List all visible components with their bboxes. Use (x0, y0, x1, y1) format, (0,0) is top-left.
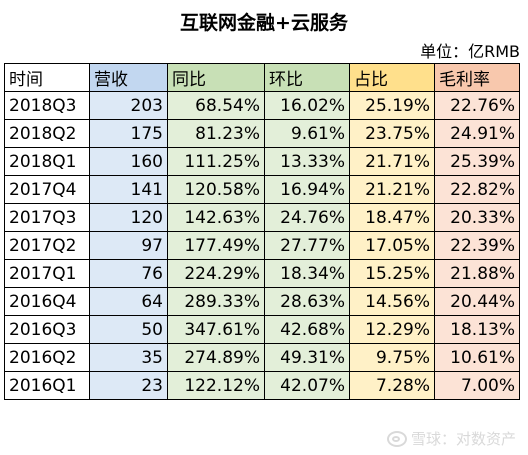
cell-share: 21.71% (349, 147, 435, 176)
cell-share: 12.29% (349, 315, 435, 344)
cell-revenue: 175 (89, 119, 168, 148)
cell-qoq: 16.02% (264, 91, 350, 120)
header-qoq: 环比 (264, 63, 350, 92)
table-row: 2017Q4 141 120.58% 16.94% 21.21% 22.82% (4, 175, 520, 204)
table-body: 2018Q3 203 68.54% 16.02% 25.19% 22.76% 2018Q2 1… (4, 91, 520, 400)
cell-yoy: 142.63% (167, 203, 265, 232)
cell-margin: 20.33% (434, 203, 520, 232)
cell-margin: 20.44% (434, 287, 520, 316)
table-row: 2017Q3 120 142.63% 24.76% 18.47% 20.33% (4, 203, 520, 232)
cell-yoy: 122.12% (167, 371, 265, 400)
cell-yoy: 347.61% (167, 315, 265, 344)
watermark-text: 雪球：对数资产 (410, 430, 516, 448)
cell-qoq: 49.31% (264, 343, 350, 372)
cell-yoy: 111.25% (167, 147, 265, 176)
cell-time: 2017Q3 (4, 203, 90, 232)
cell-time: 2016Q2 (4, 343, 90, 372)
cell-margin: 22.82% (434, 175, 520, 204)
cell-time: 2016Q4 (4, 287, 90, 316)
table-row: 2016Q4 64 289.33% 28.63% 14.56% 20.44% (4, 287, 520, 316)
table-row: 2017Q1 76 224.29% 18.34% 15.25% 21.88% (4, 259, 520, 288)
table-row: 2017Q2 97 177.49% 27.77% 17.05% 22.39% (4, 231, 520, 260)
cell-revenue: 160 (89, 147, 168, 176)
cell-time: 2016Q3 (4, 315, 90, 344)
cell-revenue: 97 (89, 231, 168, 260)
cell-margin: 24.91% (434, 119, 520, 148)
watermark: 雪球：对数资产 (386, 428, 516, 449)
cell-qoq: 42.68% (264, 315, 350, 344)
cell-share: 21.21% (349, 175, 435, 204)
cell-revenue: 203 (89, 91, 168, 120)
cell-time: 2017Q4 (4, 175, 90, 204)
cell-share: 17.05% (349, 231, 435, 260)
cell-time: 2018Q1 (4, 147, 90, 176)
cell-qoq: 42.07% (264, 371, 350, 400)
cell-share: 23.75% (349, 119, 435, 148)
header-revenue: 营收 (89, 63, 168, 92)
cell-time: 2018Q2 (4, 119, 90, 148)
cell-share: 9.75% (349, 343, 435, 372)
cell-qoq: 16.94% (264, 175, 350, 204)
cell-time: 2017Q2 (4, 231, 90, 260)
cell-share: 15.25% (349, 259, 435, 288)
table-row: 2018Q3 203 68.54% 16.02% 25.19% 22.76% (4, 91, 520, 120)
table-row: 2018Q2 175 81.23% 9.61% 23.75% 24.91% (4, 119, 520, 148)
cell-margin: 25.39% (434, 147, 520, 176)
snowball-logo-icon (386, 430, 407, 447)
cell-qoq: 13.33% (264, 147, 350, 176)
table-row: 2016Q3 50 347.61% 42.68% 12.29% 18.13% (4, 315, 520, 344)
cell-revenue: 50 (89, 315, 168, 344)
cell-time: 2018Q3 (4, 91, 90, 120)
header-margin: 毛利率 (434, 63, 520, 92)
cell-revenue: 141 (89, 175, 168, 204)
cell-margin: 22.76% (434, 91, 520, 120)
cell-qoq: 24.76% (264, 203, 350, 232)
unit-label: 单位：亿RMB (420, 42, 520, 61)
table-row: 2016Q2 35 274.89% 49.31% 9.75% 10.61% (4, 343, 520, 372)
cell-share: 18.47% (349, 203, 435, 232)
cell-share: 14.56% (349, 287, 435, 316)
cell-yoy: 177.49% (167, 231, 265, 260)
cell-margin: 18.13% (434, 315, 520, 344)
table-header-row: 时间 营收 同比 环比 占比 毛利率 (4, 63, 520, 92)
cell-yoy: 274.89% (167, 343, 265, 372)
header-share: 占比 (349, 63, 435, 92)
cell-yoy: 289.33% (167, 287, 265, 316)
cell-qoq: 9.61% (264, 119, 350, 148)
cell-margin: 22.39% (434, 231, 520, 260)
cell-margin: 10.61% (434, 343, 520, 372)
header-yoy: 同比 (167, 63, 265, 92)
cell-revenue: 120 (89, 203, 168, 232)
cell-yoy: 68.54% (167, 91, 265, 120)
cell-qoq: 28.63% (264, 287, 350, 316)
financial-table: 时间 营收 同比 环比 占比 毛利率 2018Q3 203 68.54% 16.02% 25.19… (4, 63, 520, 400)
cell-yoy: 224.29% (167, 259, 265, 288)
table-row: 2018Q1 160 111.25% 13.33% 21.71% 25.39% (4, 147, 520, 176)
cell-share: 25.19% (349, 91, 435, 120)
cell-revenue: 64 (89, 287, 168, 316)
cell-qoq: 27.77% (264, 231, 350, 260)
cell-margin: 21.88% (434, 259, 520, 288)
cell-revenue: 35 (89, 343, 168, 372)
page-title: 互联网金融+云服务 (180, 12, 348, 34)
cell-time: 2017Q1 (4, 259, 90, 288)
table-row: 2016Q1 23 122.12% 42.07% 7.28% 7.00% (4, 371, 520, 400)
cell-margin: 7.00% (434, 371, 520, 400)
cell-share: 7.28% (349, 371, 435, 400)
cell-yoy: 120.58% (167, 175, 265, 204)
cell-qoq: 18.34% (264, 259, 350, 288)
cell-revenue: 76 (89, 259, 168, 288)
header-time: 时间 (4, 63, 90, 92)
cell-time: 2016Q1 (4, 371, 90, 400)
cell-revenue: 23 (89, 371, 168, 400)
cell-yoy: 81.23% (167, 119, 265, 148)
